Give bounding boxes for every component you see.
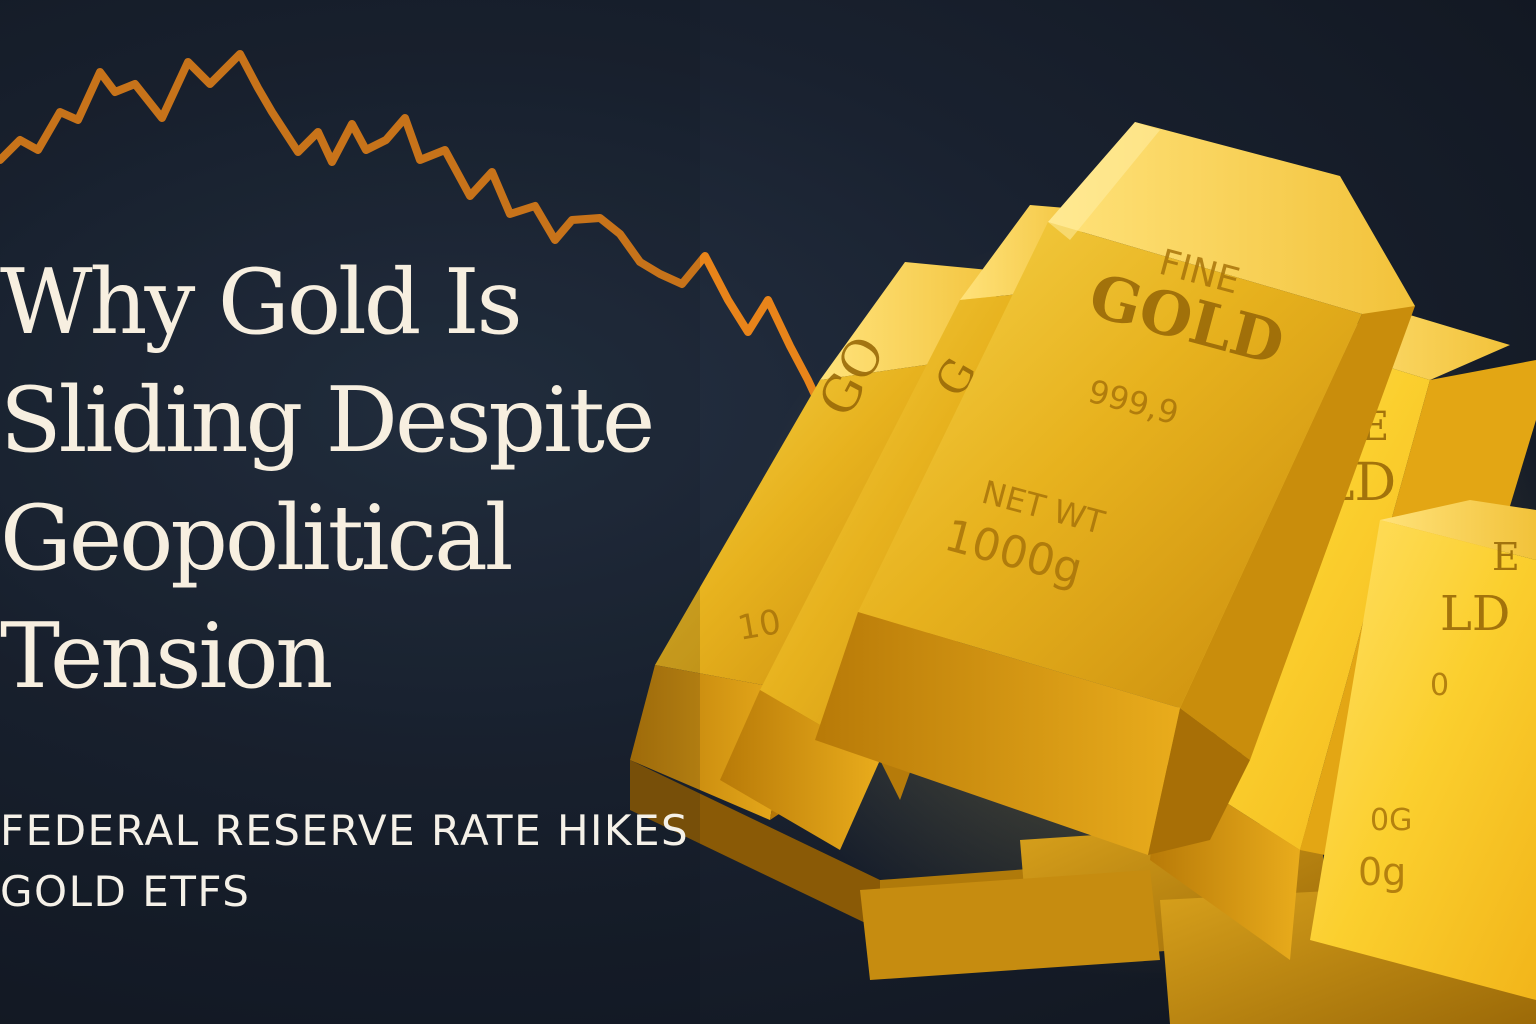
headline-line-1: Why Gold Is bbox=[0, 250, 523, 355]
gold-bar-far-right: E LD 0 0G 0g bbox=[1310, 500, 1536, 1000]
far-right-bar-line2: LD bbox=[1440, 586, 1510, 642]
far-right-bar-line1: E bbox=[1492, 535, 1520, 579]
topic-tags: FEDERAL RESERVE RATE HIKES GOLD ETFS bbox=[0, 800, 689, 922]
topic-tag-gold-etfs: GOLD ETFS bbox=[0, 867, 251, 916]
back-left-bar-weight: 10 bbox=[735, 602, 785, 649]
far-right-bar-weight: 0 bbox=[1430, 668, 1449, 703]
price-trend-line bbox=[0, 50, 826, 414]
far-right-bar-bottom1: 0G bbox=[1370, 803, 1412, 838]
gold-bar-front: FINE GOLD 999,9 NET WT 1000g bbox=[815, 122, 1415, 855]
far-right-bar-bottom2: 0g bbox=[1358, 850, 1406, 894]
topic-tag-fed-rate-hikes: FEDERAL RESERVE RATE HIKES bbox=[0, 806, 690, 855]
headline-line-4: Tension bbox=[0, 604, 333, 709]
headline: Why Gold Is Sliding Despite Geopolitical… bbox=[0, 244, 655, 716]
headline-line-3: Geopolitical bbox=[0, 486, 514, 591]
headline-line-2: Sliding Despite bbox=[0, 368, 655, 473]
